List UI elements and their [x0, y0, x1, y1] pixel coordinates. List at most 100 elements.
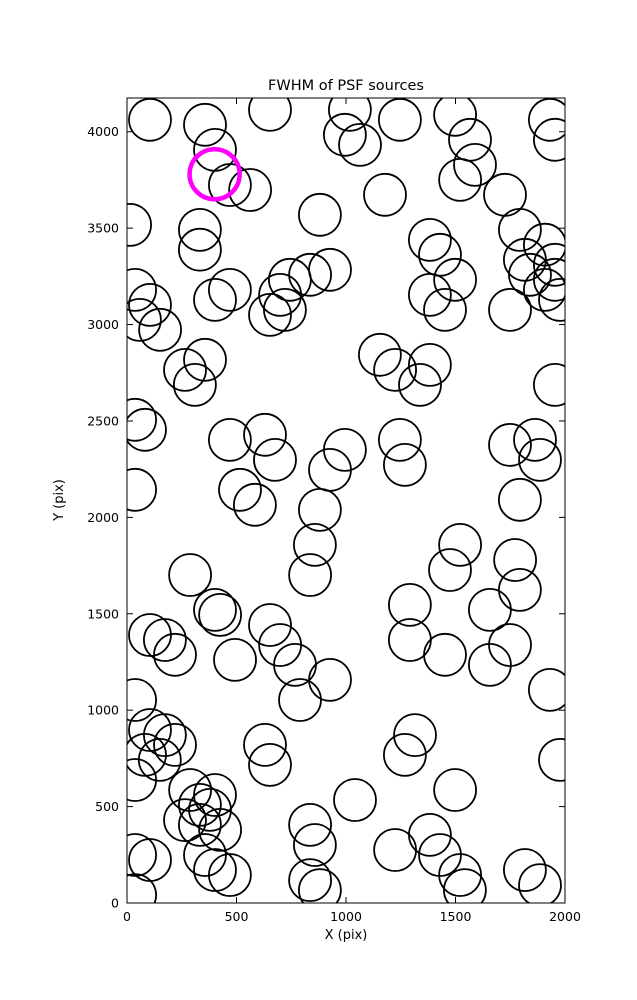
- psf-source-marker: [248, 292, 292, 337]
- psf-source-marker: [378, 98, 422, 142]
- psf-source-marker: [127, 407, 167, 452]
- psf-source-marker: [163, 798, 207, 842]
- psf-source-marker: [243, 412, 287, 457]
- psf-source-marker: [407, 217, 452, 262]
- psf-source-marker: [518, 863, 562, 903]
- psf-source-marker: [523, 268, 565, 312]
- psf-source-marker: [128, 98, 172, 142]
- y-tick-label: 1000: [87, 703, 119, 718]
- y-tick-label: 4000: [87, 124, 119, 139]
- psf-source-marker: [433, 257, 478, 302]
- psf-source-marker: [127, 873, 157, 903]
- psf-source-marker: [292, 523, 337, 567]
- psf-source-marker: [533, 242, 565, 287]
- psf-source-marker: [127, 833, 157, 877]
- psf-source-marker: [533, 257, 565, 302]
- psf-source-marker: [153, 723, 197, 767]
- data-points-layer: [127, 98, 565, 903]
- psf-source-marker: [538, 738, 565, 782]
- psf-source-marker: [207, 267, 252, 312]
- psf-source-marker: [177, 227, 222, 272]
- x-tick-label: 500: [225, 909, 249, 924]
- y-tick-label: 500: [95, 799, 119, 814]
- x-tick-label: 0: [123, 909, 131, 924]
- psf-source-marker: [387, 583, 432, 627]
- psf-source-marker: [433, 768, 478, 812]
- psf-source-marker: [127, 678, 157, 722]
- psf-source-marker: [528, 668, 565, 712]
- psf-source-marker: [193, 848, 237, 892]
- psf-source-marker: [467, 588, 512, 632]
- psf-source-marker: [518, 437, 562, 482]
- psf-source-marker: [163, 347, 207, 392]
- psf-source-marker: [127, 203, 152, 247]
- psf-source-marker: [262, 287, 307, 332]
- psf-source-marker: [127, 268, 157, 312]
- psf-source-marker: [193, 588, 237, 632]
- highlighted-psf-source-marker: [187, 146, 242, 202]
- psf-source-marker: [407, 272, 452, 317]
- psf-source-marker: [308, 247, 352, 292]
- psf-source-marker: [298, 868, 342, 903]
- psf-source-marker: [363, 172, 407, 217]
- psf-source-marker: [193, 277, 237, 322]
- psf-source-marker: [503, 237, 547, 282]
- psf-source-marker: [248, 98, 292, 132]
- psf-source-marker: [338, 122, 382, 167]
- psf-source-marker: [533, 117, 565, 162]
- psf-source-marker: [218, 467, 262, 512]
- psf-source-marker: [438, 157, 483, 202]
- psf-source-marker: [493, 538, 537, 582]
- psf-source-marker: [498, 477, 542, 522]
- psf-source-marker: [393, 713, 437, 757]
- psf-source-marker: [333, 778, 377, 822]
- psf-source-marker: [183, 102, 227, 147]
- psf-source-marker: [533, 363, 565, 407]
- psf-source-marker: [513, 417, 557, 462]
- psf-source-marker: [207, 163, 252, 207]
- y-tick-label: 3000: [87, 317, 119, 332]
- y-tick-label: 2000: [87, 510, 119, 525]
- psf-source-marker: [128, 282, 172, 327]
- psf-source-marker: [172, 362, 217, 407]
- psf-source-marker: [443, 868, 487, 903]
- x-axis-label: X (pix): [325, 928, 368, 943]
- psf-source-marker: [322, 112, 367, 157]
- psf-source-marker: [127, 758, 157, 802]
- x-tick-label: 1000: [330, 909, 362, 924]
- psf-source-marker: [213, 638, 257, 682]
- psf-source-marker: [183, 337, 227, 382]
- psf-source-marker: [177, 207, 222, 252]
- psf-source-marker: [428, 548, 472, 592]
- psf-source-marker: [322, 427, 367, 472]
- psf-source-marker: [292, 823, 337, 867]
- axis-ticks: [126, 98, 566, 904]
- psf-source-marker: [288, 858, 333, 902]
- psf-source-marker: [138, 307, 183, 352]
- psf-source-marker: [243, 723, 287, 767]
- psf-source-marker: [488, 287, 532, 332]
- psf-source-marker: [498, 207, 542, 252]
- psf-source-marker: [448, 117, 492, 162]
- y-tick-label: 3500: [87, 221, 119, 236]
- psf-source-marker: [438, 523, 483, 567]
- psf-source-marker: [308, 658, 352, 702]
- psf-source-marker: [228, 168, 273, 212]
- psf-source-marker: [508, 252, 552, 297]
- psf-source-marker: [382, 442, 427, 487]
- psf-source-marker: [207, 417, 252, 462]
- psf-source-marker: [288, 553, 333, 597]
- psf-source-marker: [538, 278, 565, 322]
- x-tick-label: 1500: [440, 909, 472, 924]
- psf-source-marker: [142, 713, 187, 757]
- psf-source-marker: [127, 467, 157, 512]
- psf-source-marker: [253, 437, 297, 482]
- psf-source-marker: [438, 853, 483, 897]
- psf-source-marker: [377, 417, 422, 462]
- psf-source-marker: [183, 833, 227, 877]
- psf-source-marker: [168, 553, 213, 597]
- psf-source-marker: [528, 98, 565, 142]
- psf-source-marker: [382, 733, 427, 777]
- psf-source-marker: [453, 142, 497, 187]
